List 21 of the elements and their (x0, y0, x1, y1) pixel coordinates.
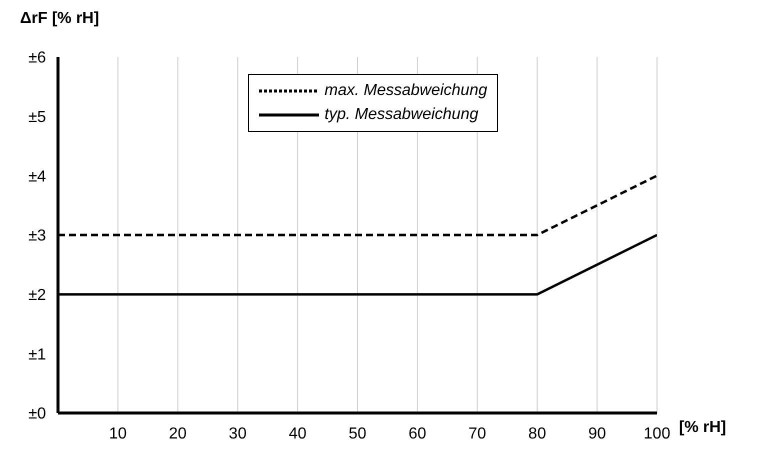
x-tick-label: 80 (528, 425, 546, 442)
x-tick-label: 50 (348, 425, 366, 442)
x-tick-label: 40 (288, 425, 307, 442)
x-tick-label: 30 (228, 425, 247, 442)
x-tick-label: 70 (468, 425, 486, 442)
y-tick-label: ±1 (28, 346, 46, 364)
x-tick-label: 90 (588, 425, 606, 442)
y-tick-label: ±3 (28, 228, 46, 245)
y-tick-label: ±4 (28, 168, 46, 186)
y-tick-label: ±5 (28, 109, 46, 126)
x-tick-label: 100 (644, 425, 670, 442)
x-tick-label: 60 (408, 425, 426, 442)
x-axis-title: [% rH] (679, 419, 726, 437)
legend-label: typ. Messabweichung (324, 106, 478, 124)
x-tick-label: 20 (168, 425, 187, 442)
legend-label: max. Messabweichung (324, 82, 488, 100)
y-axis-title: ΔrF [% rH] (20, 10, 100, 28)
y-tick-label: ±2 (28, 287, 46, 304)
y-tick-label: ±0 (28, 406, 46, 423)
x-tick-label: 10 (109, 425, 127, 442)
y-tick-label: ±6 (28, 50, 46, 67)
